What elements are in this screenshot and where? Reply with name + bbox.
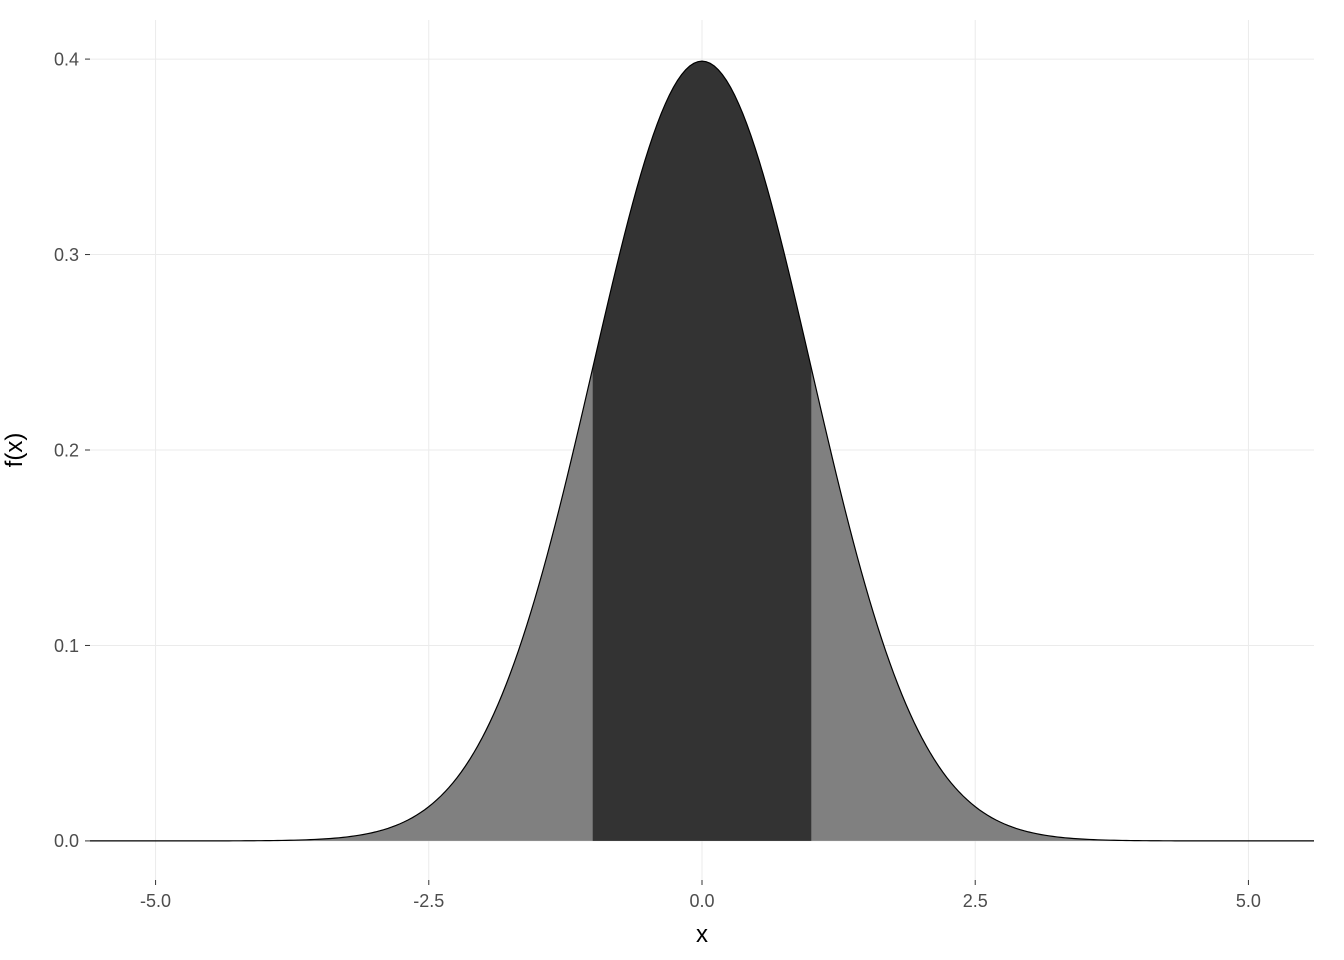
- y-axis-title: f(x): [1, 433, 28, 468]
- chart-container: -5.0 -2.5 0.0 2.5 5.0 0.0 0.1 0.2 0.3 0.4 x f(x): [0, 0, 1344, 960]
- x-tick-label: 5.0: [1236, 891, 1261, 911]
- y-tick-label: 0.4: [54, 49, 79, 69]
- x-tick-label: 0.0: [689, 891, 714, 911]
- x-tick-label: -5.0: [140, 891, 171, 911]
- y-tick-label: 0.0: [54, 831, 79, 851]
- y-tick-label: 0.1: [54, 636, 79, 656]
- normal-pdf-chart: -5.0 -2.5 0.0 2.5 5.0 0.0 0.1 0.2 0.3 0.4 x f(x): [0, 0, 1344, 960]
- x-tick-label: -2.5: [413, 891, 444, 911]
- y-tick-label: 0.3: [54, 245, 79, 265]
- x-axis-title: x: [696, 921, 708, 948]
- x-tick-label: 2.5: [963, 891, 988, 911]
- y-tick-label: 0.2: [54, 440, 79, 460]
